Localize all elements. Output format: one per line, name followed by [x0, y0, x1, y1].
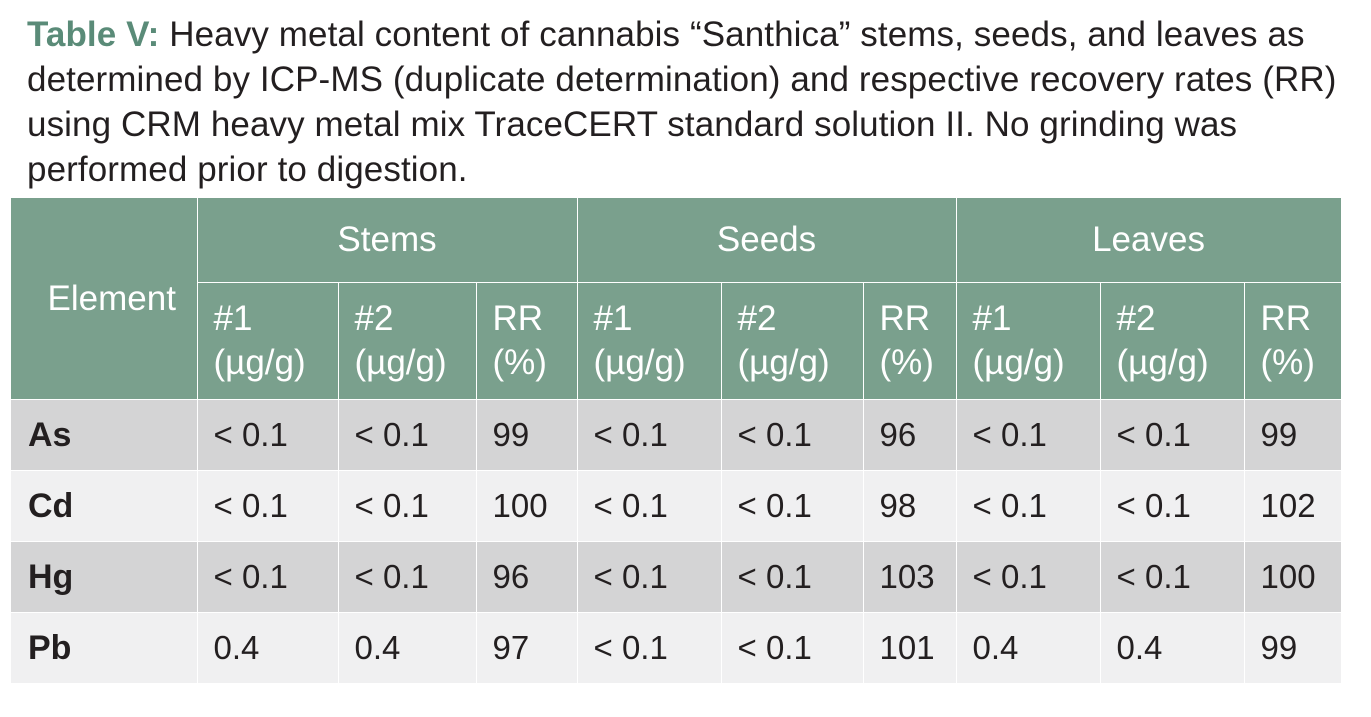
- value-cell: < 0.1: [196, 470, 339, 542]
- subheader-cell: #1 (µg/g): [196, 282, 339, 400]
- value-cell: < 0.1: [1099, 470, 1245, 542]
- value-cell: 96: [862, 399, 957, 471]
- value-cell: 97: [475, 612, 578, 684]
- subheader-unit: (%): [492, 343, 547, 382]
- subheader-label: RR: [1260, 299, 1312, 338]
- group-header-seeds: Seeds: [576, 197, 957, 283]
- table-row: Cd < 0.1 < 0.1 100 < 0.1 < 0.1 98 < 0.1 < 0.1 102: [11, 470, 1342, 542]
- subheader-label: #1: [213, 299, 253, 338]
- subheader-unit: (µg/g): [972, 343, 1065, 382]
- element-name: Pb: [11, 612, 198, 684]
- value-cell: 99: [475, 399, 578, 471]
- element-column-header: Element: [11, 197, 198, 400]
- value-cell: < 0.1: [720, 399, 864, 471]
- subheader-unit: (µg/g): [593, 343, 686, 382]
- value-cell: 98: [862, 470, 957, 542]
- value-cell: < 0.1: [576, 399, 722, 471]
- caption-text: Heavy metal content of cannabis “Santhic…: [27, 15, 1337, 189]
- value-cell: < 0.1: [196, 399, 339, 471]
- value-cell: 96: [475, 541, 578, 613]
- value-cell: 100: [475, 470, 578, 542]
- subheader-cell: #2 (µg/g): [337, 282, 477, 400]
- value-cell: < 0.1: [1099, 541, 1245, 613]
- subheader-cell: #2 (µg/g): [720, 282, 864, 400]
- element-name: As: [11, 399, 198, 471]
- subheader-unit: (µg/g): [1116, 343, 1209, 382]
- table-row: As < 0.1 < 0.1 99 < 0.1 < 0.1 96 < 0.1 < 0.1 99: [11, 399, 1342, 471]
- table-row: Hg < 0.1 < 0.1 96 < 0.1 < 0.1 103 < 0.1 < 0.1 100: [11, 541, 1342, 613]
- subheader-cell: RR (%): [862, 282, 957, 400]
- value-cell: 0.4: [196, 612, 339, 684]
- value-cell: < 0.1: [337, 470, 477, 542]
- value-cell: < 0.1: [720, 470, 864, 542]
- value-cell: 0.4: [955, 612, 1101, 684]
- subheader-unit: (µg/g): [354, 343, 447, 382]
- value-cell: < 0.1: [196, 541, 339, 613]
- subheader-cell: RR (%): [1243, 282, 1342, 400]
- group-header-leaves: Leaves: [955, 197, 1342, 283]
- value-cell: < 0.1: [1099, 399, 1245, 471]
- value-cell: 100: [1243, 541, 1342, 613]
- value-cell: < 0.1: [337, 541, 477, 613]
- subheader-row: #1 (µg/g) #2 (µg/g) RR (%) #1 (µg/g) #2 (µg/g) RR (…: [11, 282, 1342, 400]
- value-cell: < 0.1: [576, 612, 722, 684]
- subheader-unit: (%): [879, 343, 934, 382]
- subheader-label: RR: [492, 299, 544, 338]
- value-cell: < 0.1: [576, 470, 722, 542]
- value-cell: 0.4: [337, 612, 477, 684]
- value-cell: < 0.1: [337, 399, 477, 471]
- element-name: Cd: [11, 470, 198, 542]
- subheader-cell: #1 (µg/g): [955, 282, 1101, 400]
- subheader-label: #2: [354, 299, 394, 338]
- table-caption: Table V: Heavy metal content of cannabis…: [27, 12, 1347, 192]
- group-header-stems: Stems: [196, 197, 578, 283]
- subheader-label: #1: [972, 299, 1012, 338]
- value-cell: < 0.1: [576, 541, 722, 613]
- value-cell: 101: [862, 612, 957, 684]
- value-cell: < 0.1: [955, 399, 1101, 471]
- subheader-unit: (µg/g): [213, 343, 306, 382]
- subheader-unit: (µg/g): [737, 343, 830, 382]
- value-cell: < 0.1: [955, 470, 1101, 542]
- value-cell: 102: [1243, 470, 1342, 542]
- value-cell: 99: [1243, 612, 1342, 684]
- subheader-cell: #1 (µg/g): [576, 282, 722, 400]
- value-cell: < 0.1: [955, 541, 1101, 613]
- element-name: Hg: [11, 541, 198, 613]
- value-cell: < 0.1: [720, 541, 864, 613]
- subheader-label: RR: [879, 299, 931, 338]
- heavy-metal-table: Element Stems Seeds Leaves #1 (µg/g) #2 (µg…: [11, 197, 1342, 684]
- subheader-unit: (%): [1260, 343, 1315, 382]
- table-body: As < 0.1 < 0.1 99 < 0.1 < 0.1 96 < 0.1 < 0.1 99 Cd…: [11, 399, 1342, 684]
- value-cell: 103: [862, 541, 957, 613]
- subheader-cell: #2 (µg/g): [1099, 282, 1245, 400]
- value-cell: 0.4: [1099, 612, 1245, 684]
- subheader-label: #2: [1116, 299, 1156, 338]
- table-row: Pb 0.4 0.4 97 < 0.1 < 0.1 101 0.4 0.4 99: [11, 612, 1342, 684]
- caption-label: Table V:: [27, 15, 160, 54]
- value-cell: 99: [1243, 399, 1342, 471]
- subheader-label: #2: [737, 299, 777, 338]
- subheader-label: #1: [593, 299, 633, 338]
- subheader-cell: RR (%): [475, 282, 578, 400]
- value-cell: < 0.1: [720, 612, 864, 684]
